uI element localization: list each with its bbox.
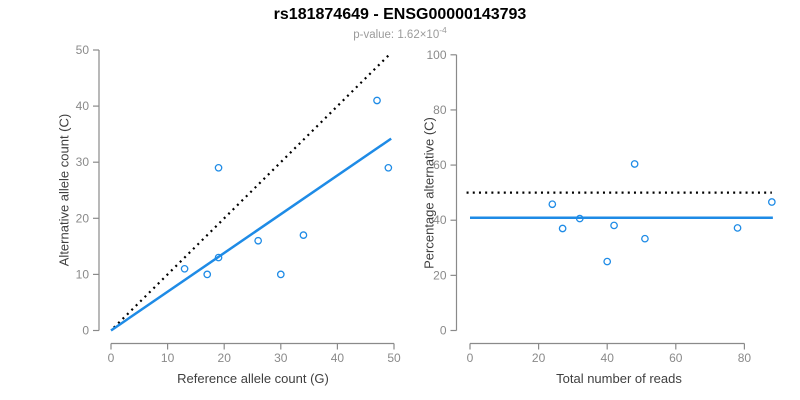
x-tick-label: 20: [218, 351, 232, 365]
data-points: [180, 96, 393, 279]
allele-count-scatter: 0 10 20 30 40 50 0 10 20 30 40 50: [76, 43, 401, 365]
x-tick-label: 60: [669, 351, 683, 365]
axes: [93, 49, 395, 350]
data-point: [733, 224, 742, 232]
data-point: [203, 270, 212, 279]
data-point: [575, 214, 584, 223]
y-tick-label: 10: [76, 267, 90, 281]
y-tick-label: 20: [433, 268, 447, 282]
y-tick-label: 40: [433, 213, 447, 227]
y-tick-label: 60: [433, 158, 447, 172]
data-point: [276, 270, 285, 279]
data-point: [299, 231, 308, 239]
data-point: [254, 236, 263, 245]
regression-line: [110, 137, 392, 332]
x-tick-label: 0: [108, 351, 115, 365]
data-point: [180, 264, 189, 273]
y-tick-label: 100: [426, 48, 446, 62]
y-tick-label: 0: [440, 324, 447, 338]
y-tick-label: 80: [433, 103, 447, 117]
x-axis-label-right: Total number of reads: [556, 371, 682, 386]
percentage-alternative-scatter: 0 20 40 60 80 0 20 40 60 80 100: [426, 48, 776, 365]
y-tick-label: 20: [76, 211, 90, 225]
axes: [450, 54, 746, 350]
y-axis-label-right: Percentage alternative (C): [421, 117, 437, 269]
pvalue-text: p-value: 1.62×10: [353, 28, 440, 41]
x-tick-label: 0: [467, 351, 474, 365]
data-point: [214, 253, 223, 262]
pvalue-exponent: -4: [439, 25, 447, 35]
data-point: [641, 234, 649, 243]
data-point: [384, 163, 393, 172]
figure-title: rs181874649 - ENSG00000143793: [273, 6, 527, 23]
x-tick-label: 40: [331, 351, 345, 365]
x-tick-label: 80: [738, 351, 752, 365]
x-tick-label: 20: [532, 351, 546, 365]
x-tick-label: 30: [274, 351, 288, 365]
y-tick-label: 30: [76, 155, 90, 169]
y-tick-label: 50: [76, 43, 90, 57]
data-point: [373, 96, 381, 105]
y-tick-label: 40: [76, 99, 90, 113]
data-point: [610, 221, 618, 230]
data-point: [548, 200, 557, 209]
figure-subtitle: p-value: 1.62×10-4: [0, 25, 800, 41]
x-axis-label-left: Reference allele count (G): [177, 371, 329, 386]
data-point: [214, 163, 223, 172]
data-point: [767, 198, 776, 206]
x-tick-label: 40: [601, 351, 615, 365]
y-tick-label: 0: [82, 324, 89, 338]
x-tick-label: 10: [161, 351, 175, 365]
identity-line: [113, 54, 390, 329]
data-point: [558, 224, 567, 233]
data-point: [630, 160, 639, 168]
data-point: [603, 257, 612, 266]
x-tick-label: 50: [387, 351, 401, 365]
data-points: [548, 160, 776, 266]
y-axis-label-left: Alternative allele count (C): [56, 113, 72, 267]
